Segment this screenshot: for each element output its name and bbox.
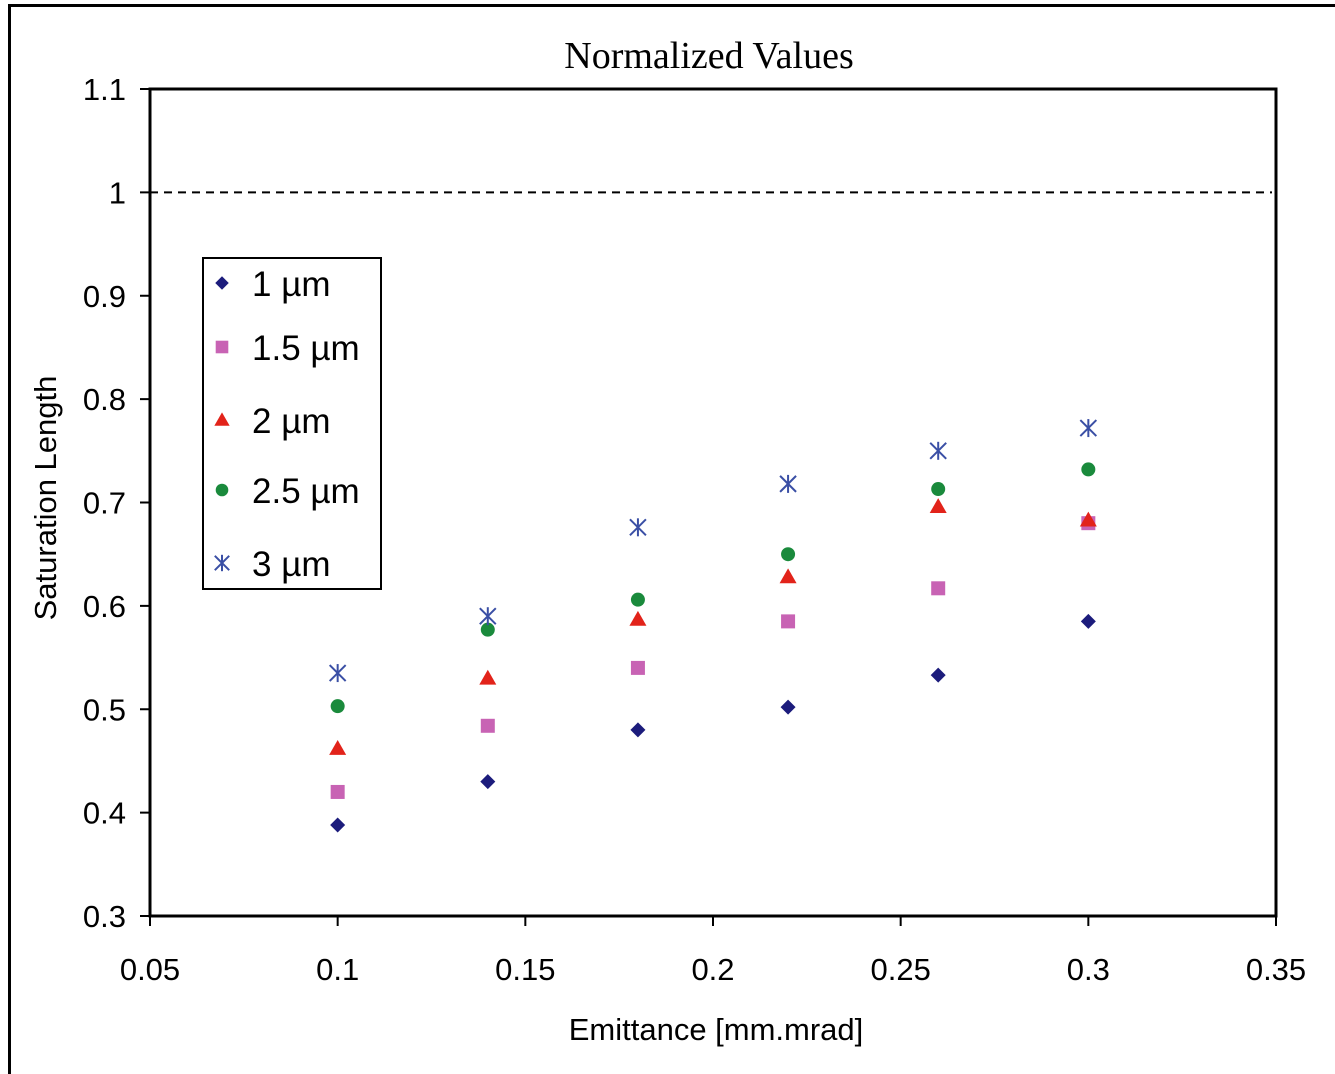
- data-point-triangle: [1079, 511, 1097, 527]
- y-tick-label: 0.7: [83, 486, 126, 521]
- x-tick-label: 0.25: [870, 952, 930, 987]
- legend-label: 3 µm: [252, 545, 331, 584]
- data-point-circle: [931, 482, 946, 497]
- x-tick-label: 0.15: [495, 952, 555, 987]
- data-point-circle: [480, 622, 495, 637]
- legend-marker-triangle: [214, 412, 230, 426]
- y-tick-label: 1.1: [83, 72, 126, 107]
- x-axis-ticks: 0.05 0.1 0.15 0.2 0.25 0.3 0.35: [120, 916, 1306, 987]
- y-tick-label: 0.9: [83, 279, 126, 314]
- data-point-circle: [781, 547, 796, 562]
- legend-box: [202, 257, 382, 590]
- data-point-diamond: [330, 817, 346, 833]
- data-point-diamond: [780, 699, 796, 715]
- data-point-triangle: [329, 740, 347, 755]
- data-point-square: [330, 784, 345, 799]
- x-tick-label: 0.05: [120, 952, 180, 987]
- data-point-circle: [330, 699, 345, 714]
- legend-marker-circle: [215, 483, 229, 497]
- data-point-asterisk: [629, 518, 647, 537]
- data-point-triangle: [629, 610, 647, 626]
- data-point-asterisk: [1079, 419, 1098, 438]
- legend-label: 2 µm: [252, 402, 331, 441]
- data-point-square: [931, 581, 946, 596]
- x-tick-label: 0.2: [691, 952, 734, 987]
- legend-label: 1.5 µm: [252, 329, 360, 368]
- legend-marker-asterisk: [214, 554, 230, 572]
- y-tick-label: 0.6: [83, 589, 126, 624]
- legend-label: 2.5 µm: [252, 472, 360, 511]
- data-point-circle: [1081, 462, 1096, 477]
- data-point-triangle: [779, 568, 797, 584]
- data-point-diamond: [930, 667, 946, 683]
- y-tick-label: 0.4: [83, 796, 126, 831]
- y-tick-label: 1: [109, 175, 126, 210]
- data-point-asterisk: [479, 607, 497, 626]
- data-point-circle: [630, 592, 645, 607]
- x-tick-label: 0.35: [1246, 952, 1306, 987]
- legend-label: 1 µm: [252, 265, 331, 304]
- data-point-asterisk: [929, 441, 947, 460]
- y-tick-label: 0.5: [83, 692, 126, 727]
- data-point-square: [781, 614, 796, 629]
- data-point-triangle: [479, 669, 497, 685]
- chart-frame: [8, 4, 1335, 1074]
- y-axis-title: Saturation Length: [28, 376, 63, 621]
- legend: 1 µm 1.5 µm 2 µm 2.5 µm 3 µm: [202, 257, 382, 590]
- data-point-square: [480, 718, 495, 733]
- legend-marker-diamond: [215, 276, 229, 290]
- x-tick-label: 0.1: [316, 952, 359, 987]
- legend-marker-square: [215, 340, 229, 354]
- data-points: [328, 419, 1098, 833]
- data-point-asterisk: [328, 664, 347, 683]
- y-tick-label: 0.8: [83, 382, 126, 417]
- data-point-square: [630, 660, 645, 675]
- x-tick-label: 0.3: [1067, 952, 1110, 987]
- data-point-asterisk: [779, 474, 797, 493]
- y-tick-label: 0.3: [83, 899, 126, 934]
- data-point-triangle: [929, 498, 947, 514]
- data-point-diamond: [480, 774, 496, 790]
- data-point-diamond: [1080, 613, 1096, 629]
- y-axis-ticks: 0.3 0.4 0.5 0.6 0.7 0.8 0.9 1 1.1: [83, 72, 150, 934]
- chart-title: Normalized Values: [564, 35, 854, 77]
- x-axis-title: Emittance [mm.mrad]: [569, 1012, 864, 1047]
- data-point-diamond: [630, 722, 646, 738]
